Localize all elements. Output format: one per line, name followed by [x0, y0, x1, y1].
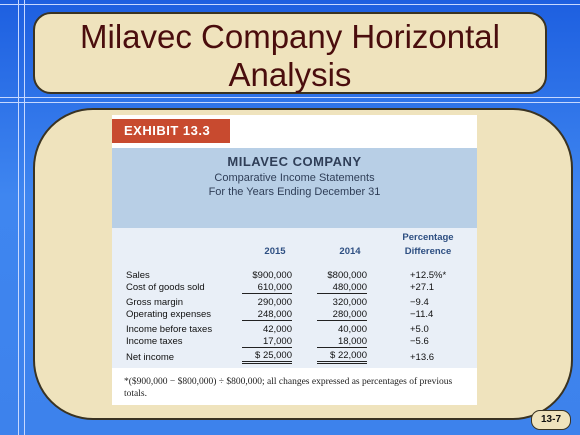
- col-header-percentage: Percentage: [402, 232, 454, 243]
- cell-cogs-2014: 480,000: [317, 282, 367, 294]
- cell-taxes-2014: 18,000: [317, 336, 367, 348]
- cell-cogs-pct: +27.1: [410, 282, 435, 293]
- cell-taxes-2015: 17,000: [242, 336, 292, 348]
- exhibit-badge: EXHIBIT 13.3: [112, 119, 230, 143]
- slide-title-line-2: Analysis: [228, 56, 352, 93]
- row-label-net-income: Net income: [126, 352, 175, 363]
- cell-gross-margin-2014: 320,000: [332, 297, 367, 308]
- cell-opex-2014: 280,000: [317, 309, 367, 321]
- cell-sales-2015: $900,000: [252, 270, 292, 281]
- cell-sales-pct: +12.5%*: [410, 270, 447, 281]
- page-number-badge: 13-7: [531, 410, 571, 430]
- cell-opex-2015: 248,000: [242, 309, 292, 321]
- row-label-operating-expenses: Operating expenses: [126, 309, 212, 320]
- slide-title: Milavec Company Horizontal Analysis: [35, 18, 545, 94]
- cell-cogs-2015: 610,000: [242, 282, 292, 294]
- guide-line-upper: [0, 97, 580, 98]
- cell-gross-margin-pct: −9.4: [410, 297, 429, 308]
- cell-ibt-2015: 42,000: [262, 324, 292, 335]
- cell-ibt-2014: 40,000: [337, 324, 367, 335]
- exhibit-footnote: *($900,000 − $800,000) ÷ $800,000; all c…: [124, 377, 453, 399]
- exhibit-header: MILAVEC COMPANY Comparative Income State…: [112, 148, 477, 228]
- col-header-2014: 2014: [339, 246, 361, 257]
- cell-ibt-pct: +5.0: [410, 324, 429, 335]
- income-table: 2015 2014 Percentage Difference Sales $9…: [112, 228, 477, 368]
- row-label-gross-margin: Gross margin: [126, 297, 184, 308]
- exhibit-panel: EXHIBIT 13.3 MILAVEC COMPANY Comparative…: [112, 115, 477, 405]
- slide-title-line-1: Milavec Company Horizontal: [80, 18, 500, 55]
- row-label-income-before-taxes: Income before taxes: [126, 324, 213, 335]
- col-header-difference: Difference: [404, 246, 452, 257]
- guide-line-upper-2: [0, 102, 580, 103]
- cell-opex-pct: −11.4: [410, 309, 434, 320]
- row-label-cogs: Cost of goods sold: [126, 282, 205, 293]
- cell-gross-margin-2015: 290,000: [257, 297, 292, 308]
- statement-title: Comparative Income Statements: [214, 172, 375, 184]
- row-label-sales: Sales: [126, 270, 150, 281]
- row-label-income-taxes: Income taxes: [126, 336, 183, 347]
- guide-line-left-2: [24, 0, 25, 435]
- slide-title-box: Milavec Company Horizontal Analysis: [33, 12, 547, 94]
- cell-net-income-pct: +13.6: [410, 352, 435, 363]
- cell-sales-2014: $800,000: [327, 270, 367, 281]
- company-name: MILAVEC COMPANY: [227, 154, 362, 169]
- cell-taxes-pct: −5.6: [410, 336, 429, 347]
- cell-net-income-2014: $ 22,000: [317, 350, 367, 364]
- guide-line-left: [18, 0, 19, 435]
- statement-period: For the Years Ending December 31: [208, 186, 381, 198]
- col-header-2015: 2015: [264, 246, 286, 257]
- guide-line-top: [0, 4, 580, 5]
- cell-net-income-2015: $ 25,000: [242, 350, 292, 364]
